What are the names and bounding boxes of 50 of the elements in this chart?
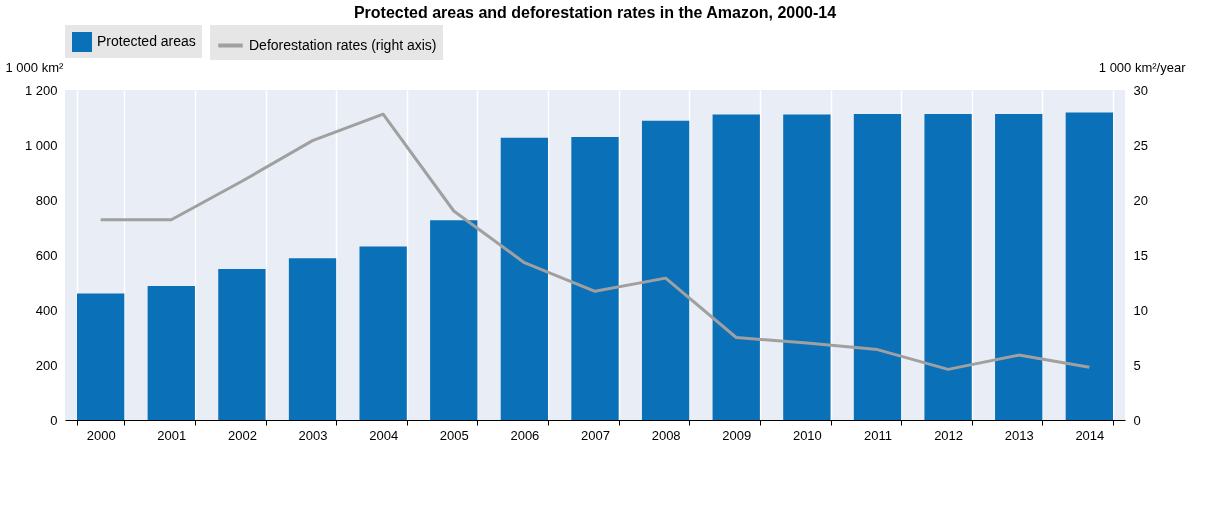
- x-tick-label: 2004: [369, 427, 399, 443]
- bar: [924, 113, 972, 420]
- x-tick-label: 2012: [934, 427, 964, 443]
- legend-label: Protected areas: [97, 33, 196, 49]
- y2-tick-label: 0: [1133, 412, 1141, 428]
- y-tick-label: 1 000: [24, 137, 58, 153]
- x-tick-label: 2009: [722, 427, 752, 443]
- x-tick-label: 2010: [792, 427, 822, 443]
- chart-title: Protected areas and deforestation rates in the Amazon, 2000-14: [353, 4, 837, 21]
- bar: [783, 114, 831, 420]
- y2-axis-title: 1 000 km²/year: [1098, 59, 1187, 75]
- y-axis-title: 1 000 km²: [5, 59, 64, 75]
- y2-tick-label: 5: [1133, 357, 1141, 373]
- y-tick-label: 200: [35, 357, 58, 373]
- y-tick-label: 600: [35, 247, 58, 263]
- bar: [359, 246, 407, 420]
- bar: [147, 286, 195, 420]
- bar: [641, 120, 690, 420]
- bar: [288, 258, 337, 420]
- x-tick-label: 2002: [227, 427, 257, 443]
- bar: [218, 269, 266, 420]
- bar: [853, 113, 902, 420]
- bar: [77, 293, 125, 420]
- bar: [712, 114, 760, 420]
- y-tick-label: 400: [35, 302, 58, 318]
- x-tick-label: 2013: [1004, 427, 1034, 443]
- y2-tick-label: 15: [1133, 247, 1148, 263]
- line-series: [99, 112, 1091, 371]
- bar: [571, 137, 619, 420]
- y2-tick-label: 30: [1133, 82, 1148, 98]
- y-tick-label: 800: [35, 192, 58, 208]
- bar: [995, 113, 1043, 420]
- x-tick-label: 2000: [86, 427, 116, 443]
- x-tick-label: 2003: [298, 427, 328, 443]
- y2-tick-label: 10: [1133, 302, 1148, 318]
- legend-label: Deforestation rates (right axis): [249, 36, 437, 53]
- y-tick-label: 1 200: [24, 82, 58, 98]
- x-tick-label: 2001: [157, 427, 187, 443]
- x-tick-label: 2011: [863, 427, 892, 443]
- y2-tick-label: 20: [1133, 192, 1148, 208]
- bar: [430, 220, 478, 420]
- x-tick-label: 2008: [651, 427, 681, 443]
- x-tick-label: 2006: [510, 427, 540, 443]
- x-tick-label: 2005: [439, 427, 469, 443]
- bar: [500, 137, 549, 420]
- x-tick-label: 2007: [581, 427, 610, 443]
- y-tick-label: 0: [50, 412, 58, 428]
- bar: [1065, 112, 1113, 420]
- y2-tick-label: 25: [1133, 137, 1148, 153]
- x-tick-label: 2014: [1075, 427, 1105, 443]
